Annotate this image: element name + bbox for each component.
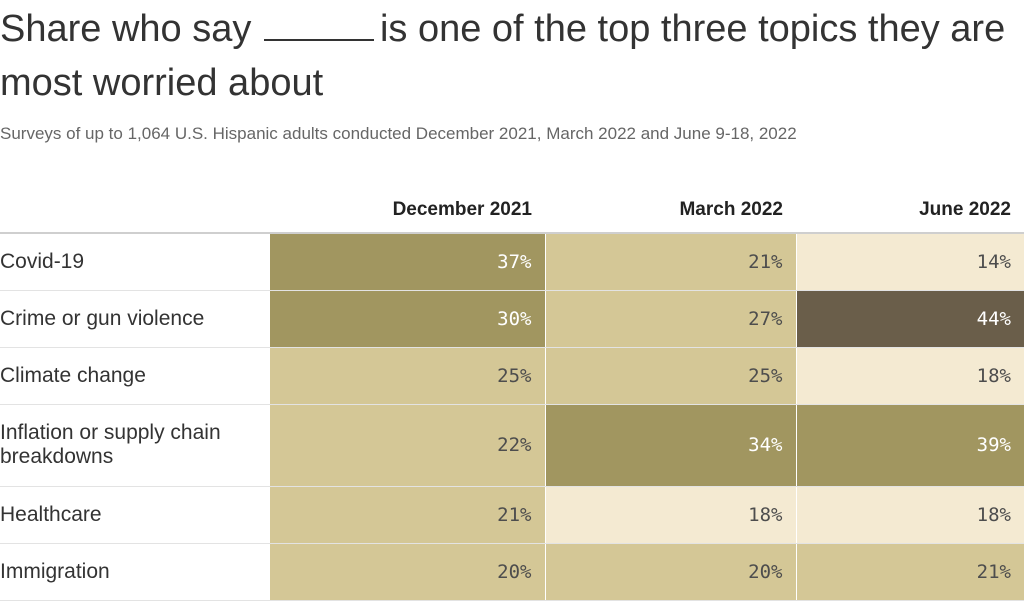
value-cell: 14% xyxy=(795,233,1024,291)
chart-subtitle: Surveys of up to 1,064 U.S. Hispanic adu… xyxy=(0,124,797,143)
value-cell: 37% xyxy=(268,233,545,291)
heatmap-table: December 2021 March 2022 June 2022 Covid… xyxy=(0,188,1024,601)
value-cell: 22% xyxy=(268,404,545,487)
column-header: June 2022 xyxy=(796,188,1024,234)
value-cell: 39% xyxy=(795,404,1024,487)
value-cell: 30% xyxy=(268,290,545,348)
row-label: Crime or gun violence xyxy=(0,290,269,348)
title-blank xyxy=(263,7,374,41)
table-row: Crime or gun violence 30% 27% 44% xyxy=(0,290,1024,348)
header-row: December 2021 March 2022 June 2022 xyxy=(0,188,1024,234)
value-cell: 27% xyxy=(544,290,796,348)
row-label-header xyxy=(0,188,269,234)
table-row: Covid-19 37% 21% 14% xyxy=(0,233,1024,291)
row-label: Healthcare xyxy=(0,486,269,544)
row-label: Climate change xyxy=(0,347,269,405)
value-cell: 20% xyxy=(544,543,796,601)
value-cell: 34% xyxy=(544,404,796,487)
value-cell: 21% xyxy=(544,233,796,291)
row-label: Covid-19 xyxy=(0,233,269,291)
table-row: Inflation or supply chain breakdowns 22%… xyxy=(0,404,1024,487)
chart-title: Share who say is one of the top three to… xyxy=(0,2,1020,110)
title-part-2: is one of the top three topics they are … xyxy=(0,8,1006,104)
table-row: Climate change 25% 25% 18% xyxy=(0,347,1024,405)
value-cell: 21% xyxy=(268,486,545,544)
value-cell: 25% xyxy=(544,347,796,405)
column-header: March 2022 xyxy=(545,188,796,234)
value-cell: 44% xyxy=(795,290,1024,348)
title-part-1: Share who say xyxy=(0,8,252,50)
row-label: Inflation or supply chain breakdowns xyxy=(0,404,269,487)
value-cell: 18% xyxy=(795,347,1024,405)
value-cell: 18% xyxy=(795,486,1024,544)
value-cell: 21% xyxy=(795,543,1024,601)
value-cell: 25% xyxy=(268,347,545,405)
value-cell: 18% xyxy=(544,486,796,544)
value-cell: 20% xyxy=(268,543,545,601)
table-row: Immigration 20% 20% 21% xyxy=(0,543,1024,601)
column-header: December 2021 xyxy=(269,188,545,234)
table-row: Healthcare 21% 18% 18% xyxy=(0,486,1024,544)
row-label: Immigration xyxy=(0,543,269,601)
